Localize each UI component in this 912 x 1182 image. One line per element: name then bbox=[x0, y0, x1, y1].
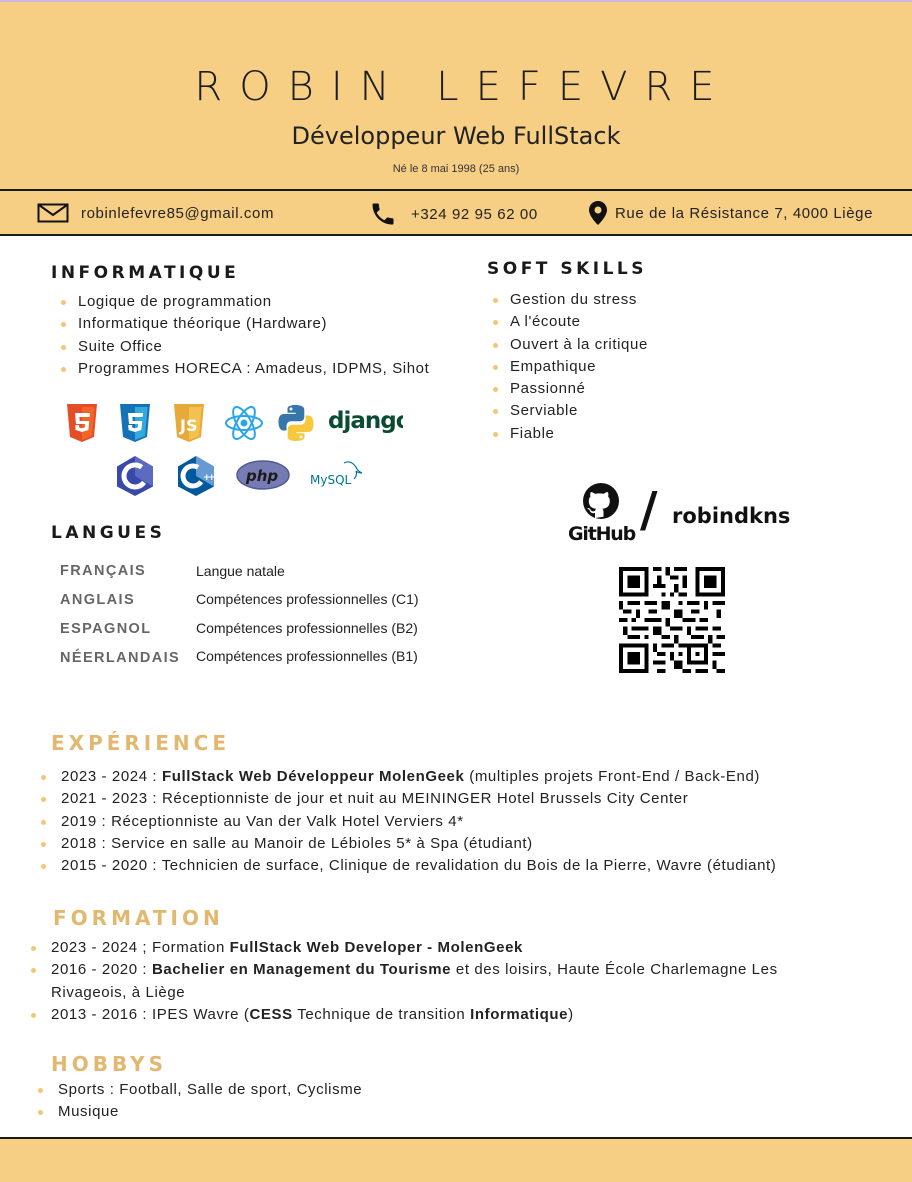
email-contact[interactable]: robinlefevre85@gmail.com bbox=[37, 203, 274, 223]
list-item: Ouvert à la critique bbox=[484, 334, 648, 356]
list-item: Serviable bbox=[484, 400, 648, 422]
svg-text:JS: JS bbox=[179, 416, 197, 435]
informatique-list: Logique de programmation Informatique th… bbox=[52, 291, 429, 380]
address-text: Rue de la Résistance 7, 4000 Liège bbox=[615, 204, 874, 222]
footer-banner bbox=[0, 1137, 912, 1182]
github-wordmark: GitHub bbox=[568, 523, 636, 542]
language-level: Compétences professionnelles (B1) bbox=[196, 648, 418, 664]
github-icon: GitHub bbox=[568, 483, 637, 545]
job-title: Développeur Web FullStack bbox=[291, 122, 621, 150]
language-name: ANGLAIS bbox=[60, 592, 136, 608]
django-label: django bbox=[328, 408, 403, 434]
react-icon bbox=[225, 406, 263, 440]
experience-list: 2023 - 2024 : FullStack Web Développeur … bbox=[39, 766, 776, 877]
top-border bbox=[0, 0, 912, 2]
html5-icon bbox=[67, 404, 97, 442]
mysql-icon: MySQL bbox=[310, 461, 363, 487]
mail-icon bbox=[37, 203, 69, 223]
phone-text: +324 92 95 62 00 bbox=[411, 205, 538, 223]
language-name: NÉERLANDAIS bbox=[60, 650, 181, 666]
list-item: Suite Office bbox=[52, 336, 429, 358]
list-item: Programmes HORECA : Amadeus, IDPMS, Siho… bbox=[52, 358, 429, 380]
qr-code[interactable] bbox=[619, 567, 725, 673]
formation-title: FORMATION bbox=[53, 906, 224, 930]
phone-icon bbox=[372, 203, 394, 225]
list-item: Informatique théorique (Hardware) bbox=[52, 313, 429, 335]
formation-list: 2023 - 2024 ; Formation FullStack Web De… bbox=[29, 937, 849, 1026]
language-name: ESPAGNOL bbox=[60, 621, 152, 637]
language-level: Compétences professionnelles (B2) bbox=[196, 620, 418, 636]
django-logo: django bbox=[328, 408, 403, 434]
person-name: ROBIN LEFEVRE bbox=[194, 64, 732, 110]
javascript-icon: JS bbox=[174, 404, 204, 442]
contact-bar: robinlefevre85@gmail.com +324 92 95 62 0… bbox=[0, 189, 912, 236]
list-item: Fiable bbox=[484, 423, 648, 445]
list-item: 2015 - 2020 : Technicien de surface, Cli… bbox=[39, 855, 776, 877]
css3-icon bbox=[120, 404, 150, 442]
php-label: php bbox=[245, 467, 278, 485]
hobbys-list: Sports : Football, Salle de sport, Cycli… bbox=[36, 1079, 362, 1124]
c-icon bbox=[117, 456, 153, 496]
phone-contact[interactable]: +324 92 95 62 00 bbox=[369, 200, 538, 228]
list-item: 2018 : Service en salle au Manoir de Léb… bbox=[39, 833, 776, 855]
mysql-label: MySQL bbox=[310, 473, 352, 487]
github-logo[interactable]: GitHub bbox=[566, 482, 637, 547]
list-item: 2013 - 2016 : IPES Wavre (CESS Technique… bbox=[29, 1004, 849, 1026]
php-icon: php bbox=[236, 460, 290, 490]
list-item: 2019 : Réceptionniste au Van der Valk Ho… bbox=[39, 811, 776, 833]
github-username[interactable]: robindkns bbox=[672, 504, 791, 528]
language-name: FRANÇAIS bbox=[60, 563, 147, 579]
svg-text:+: + bbox=[203, 473, 211, 483]
list-item: Empathique bbox=[484, 356, 648, 378]
language-level: Langue natale bbox=[196, 563, 285, 579]
cpp-icon: + + bbox=[178, 456, 216, 496]
langues-title: LANGUES bbox=[51, 523, 166, 543]
list-item: Sports : Football, Salle de sport, Cycli… bbox=[36, 1079, 362, 1101]
experience-title: EXPÉRIENCE bbox=[51, 731, 230, 755]
svg-text:+: + bbox=[208, 473, 216, 483]
list-item: Gestion du stress bbox=[484, 289, 648, 311]
soft-skills-list: Gestion du stress A l'écoute Ouvert à la… bbox=[484, 289, 648, 445]
list-item: A l'écoute bbox=[484, 311, 648, 333]
email-text: robinlefevre85@gmail.com bbox=[81, 204, 275, 222]
soft-skills-title: SOFT SKILLS bbox=[487, 259, 647, 279]
hobbys-title: HOBBYS bbox=[51, 1052, 168, 1076]
list-item: Musique bbox=[36, 1101, 362, 1123]
birth-date: Né le 8 mai 1998 (25 ans) bbox=[392, 163, 520, 175]
list-item: 2021 - 2023 : Réceptionniste de jour et … bbox=[39, 788, 776, 810]
header-banner: ROBIN LEFEVRE Développeur Web FullStack … bbox=[0, 2, 912, 190]
list-item: Logique de programmation bbox=[52, 291, 429, 313]
list-item: 2016 - 2020 : Bachelier en Management du… bbox=[29, 959, 849, 1004]
list-item: 2023 - 2024 : FullStack Web Développeur … bbox=[39, 766, 776, 788]
list-item: 2023 - 2024 ; Formation FullStack Web De… bbox=[29, 937, 849, 959]
location-pin-icon bbox=[589, 201, 607, 225]
list-item: Passionné bbox=[484, 378, 648, 400]
python-icon bbox=[278, 405, 314, 441]
address-contact: Rue de la Résistance 7, 4000 Liège bbox=[589, 201, 873, 225]
language-level: Compétences professionnelles (C1) bbox=[196, 591, 419, 607]
github-slash: / bbox=[640, 482, 658, 538]
informatique-title: INFORMATIQUE bbox=[51, 263, 240, 283]
